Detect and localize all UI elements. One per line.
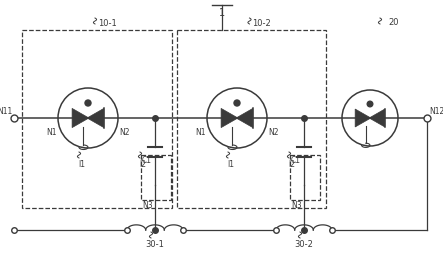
Polygon shape (236, 108, 253, 128)
Polygon shape (221, 108, 238, 128)
Polygon shape (355, 109, 371, 127)
Text: 10-2: 10-2 (252, 19, 271, 28)
Text: I1: I1 (228, 160, 234, 169)
Text: I1: I1 (78, 160, 85, 169)
Text: C1: C1 (142, 156, 152, 165)
Bar (177, 30, 326, 208)
Text: N2: N2 (119, 128, 129, 137)
Bar (141, 155, 171, 200)
Bar (290, 155, 320, 200)
Circle shape (234, 100, 240, 106)
Text: N3: N3 (142, 201, 153, 210)
Text: N1: N1 (47, 128, 57, 137)
Text: N2: N2 (268, 128, 279, 137)
Text: 10-1: 10-1 (97, 19, 117, 28)
Text: N12: N12 (429, 107, 443, 116)
Text: 20: 20 (388, 18, 399, 27)
Text: N1: N1 (195, 128, 206, 137)
Text: N11: N11 (0, 107, 13, 116)
Text: C1: C1 (291, 156, 301, 165)
Circle shape (367, 101, 373, 107)
Text: 30-1: 30-1 (146, 240, 164, 249)
Polygon shape (72, 108, 89, 128)
Polygon shape (369, 109, 385, 127)
Circle shape (85, 100, 91, 106)
Text: I2: I2 (288, 160, 295, 169)
Bar (22, 30, 172, 208)
Text: 1: 1 (219, 8, 225, 18)
Text: 30-2: 30-2 (295, 240, 314, 249)
Text: N3: N3 (291, 201, 302, 210)
Text: I2: I2 (140, 160, 147, 169)
Polygon shape (87, 108, 104, 128)
